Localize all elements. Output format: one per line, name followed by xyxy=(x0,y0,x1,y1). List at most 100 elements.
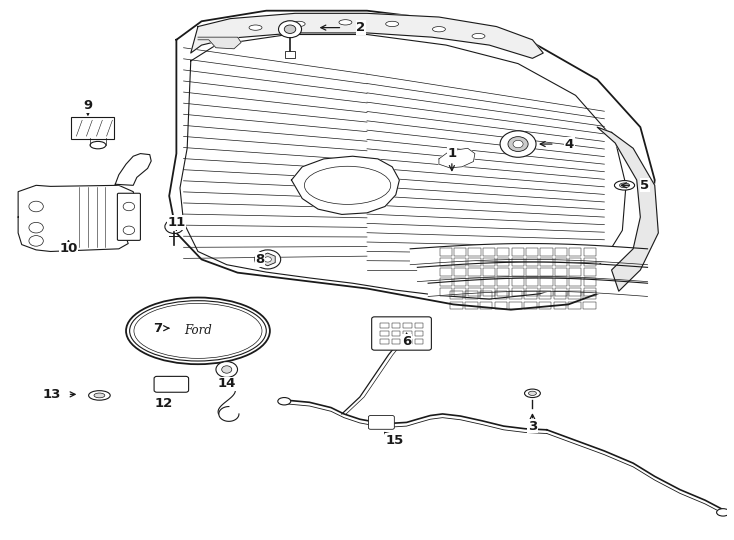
Bar xyxy=(568,302,581,309)
Circle shape xyxy=(278,21,302,38)
Ellipse shape xyxy=(525,389,540,397)
Bar xyxy=(553,302,566,309)
Bar xyxy=(465,291,478,299)
Text: 3: 3 xyxy=(528,420,537,433)
FancyBboxPatch shape xyxy=(371,317,432,350)
Bar xyxy=(526,268,538,276)
Polygon shape xyxy=(597,127,658,291)
Bar xyxy=(468,258,481,266)
Bar xyxy=(526,248,538,256)
Bar xyxy=(584,268,596,276)
Ellipse shape xyxy=(528,391,537,395)
Bar xyxy=(451,291,463,299)
Bar xyxy=(583,291,596,299)
Circle shape xyxy=(29,222,43,233)
Bar xyxy=(468,288,481,296)
Bar xyxy=(403,331,412,336)
Bar xyxy=(454,268,466,276)
Bar xyxy=(483,258,495,266)
Bar xyxy=(380,323,389,328)
Ellipse shape xyxy=(432,26,446,32)
Text: 13: 13 xyxy=(43,388,61,401)
Bar xyxy=(440,278,452,286)
Bar xyxy=(540,258,553,266)
Polygon shape xyxy=(198,37,241,49)
Circle shape xyxy=(29,201,43,212)
Bar xyxy=(392,331,401,336)
Bar xyxy=(555,288,567,296)
Bar xyxy=(483,278,495,286)
Ellipse shape xyxy=(277,397,291,405)
Circle shape xyxy=(508,137,528,151)
Bar xyxy=(468,278,481,286)
Bar xyxy=(540,268,553,276)
Text: 7: 7 xyxy=(153,322,162,335)
Bar xyxy=(497,248,509,256)
Bar xyxy=(480,302,493,309)
Bar xyxy=(583,302,596,309)
Polygon shape xyxy=(18,185,135,252)
Ellipse shape xyxy=(619,183,630,188)
Bar xyxy=(568,291,581,299)
Bar xyxy=(524,291,537,299)
Circle shape xyxy=(255,250,280,269)
Bar xyxy=(483,288,495,296)
Bar xyxy=(539,302,551,309)
Circle shape xyxy=(513,140,523,148)
Circle shape xyxy=(123,226,134,234)
Polygon shape xyxy=(439,148,475,168)
Bar xyxy=(285,51,295,58)
Polygon shape xyxy=(191,14,543,58)
Bar xyxy=(483,268,495,276)
Bar xyxy=(569,258,581,266)
FancyBboxPatch shape xyxy=(117,193,140,240)
Bar xyxy=(569,288,581,296)
Bar xyxy=(403,339,412,345)
Text: 15: 15 xyxy=(385,434,404,447)
Bar xyxy=(569,278,581,286)
Circle shape xyxy=(123,202,134,211)
Bar xyxy=(415,323,424,328)
Bar xyxy=(480,291,493,299)
Bar xyxy=(440,258,452,266)
Circle shape xyxy=(216,362,238,377)
Ellipse shape xyxy=(90,141,106,149)
Polygon shape xyxy=(115,153,151,185)
Bar xyxy=(509,302,522,309)
Bar xyxy=(380,331,389,336)
Bar xyxy=(415,331,424,336)
Circle shape xyxy=(222,366,232,373)
Polygon shape xyxy=(291,156,399,214)
Text: 11: 11 xyxy=(167,216,186,229)
Bar xyxy=(569,248,581,256)
Ellipse shape xyxy=(716,509,730,516)
Bar xyxy=(468,248,481,256)
Bar xyxy=(539,291,551,299)
Bar xyxy=(497,288,509,296)
Bar xyxy=(415,339,424,345)
Bar xyxy=(440,288,452,296)
Text: 8: 8 xyxy=(255,253,265,266)
Text: Ford: Ford xyxy=(184,325,212,338)
FancyBboxPatch shape xyxy=(70,117,114,139)
Bar xyxy=(540,288,553,296)
Bar xyxy=(553,291,566,299)
Bar xyxy=(509,291,522,299)
Bar xyxy=(526,288,538,296)
Text: 10: 10 xyxy=(59,242,78,255)
Circle shape xyxy=(500,131,536,157)
Ellipse shape xyxy=(385,21,399,26)
Circle shape xyxy=(29,235,43,246)
Bar xyxy=(483,248,495,256)
Bar xyxy=(555,268,567,276)
Bar xyxy=(454,278,466,286)
Bar xyxy=(497,278,509,286)
Bar xyxy=(555,248,567,256)
Circle shape xyxy=(284,25,296,33)
Bar xyxy=(380,339,389,345)
Bar xyxy=(468,268,481,276)
Ellipse shape xyxy=(292,21,305,26)
Bar xyxy=(540,248,553,256)
Bar xyxy=(512,268,524,276)
Text: 4: 4 xyxy=(565,138,574,151)
